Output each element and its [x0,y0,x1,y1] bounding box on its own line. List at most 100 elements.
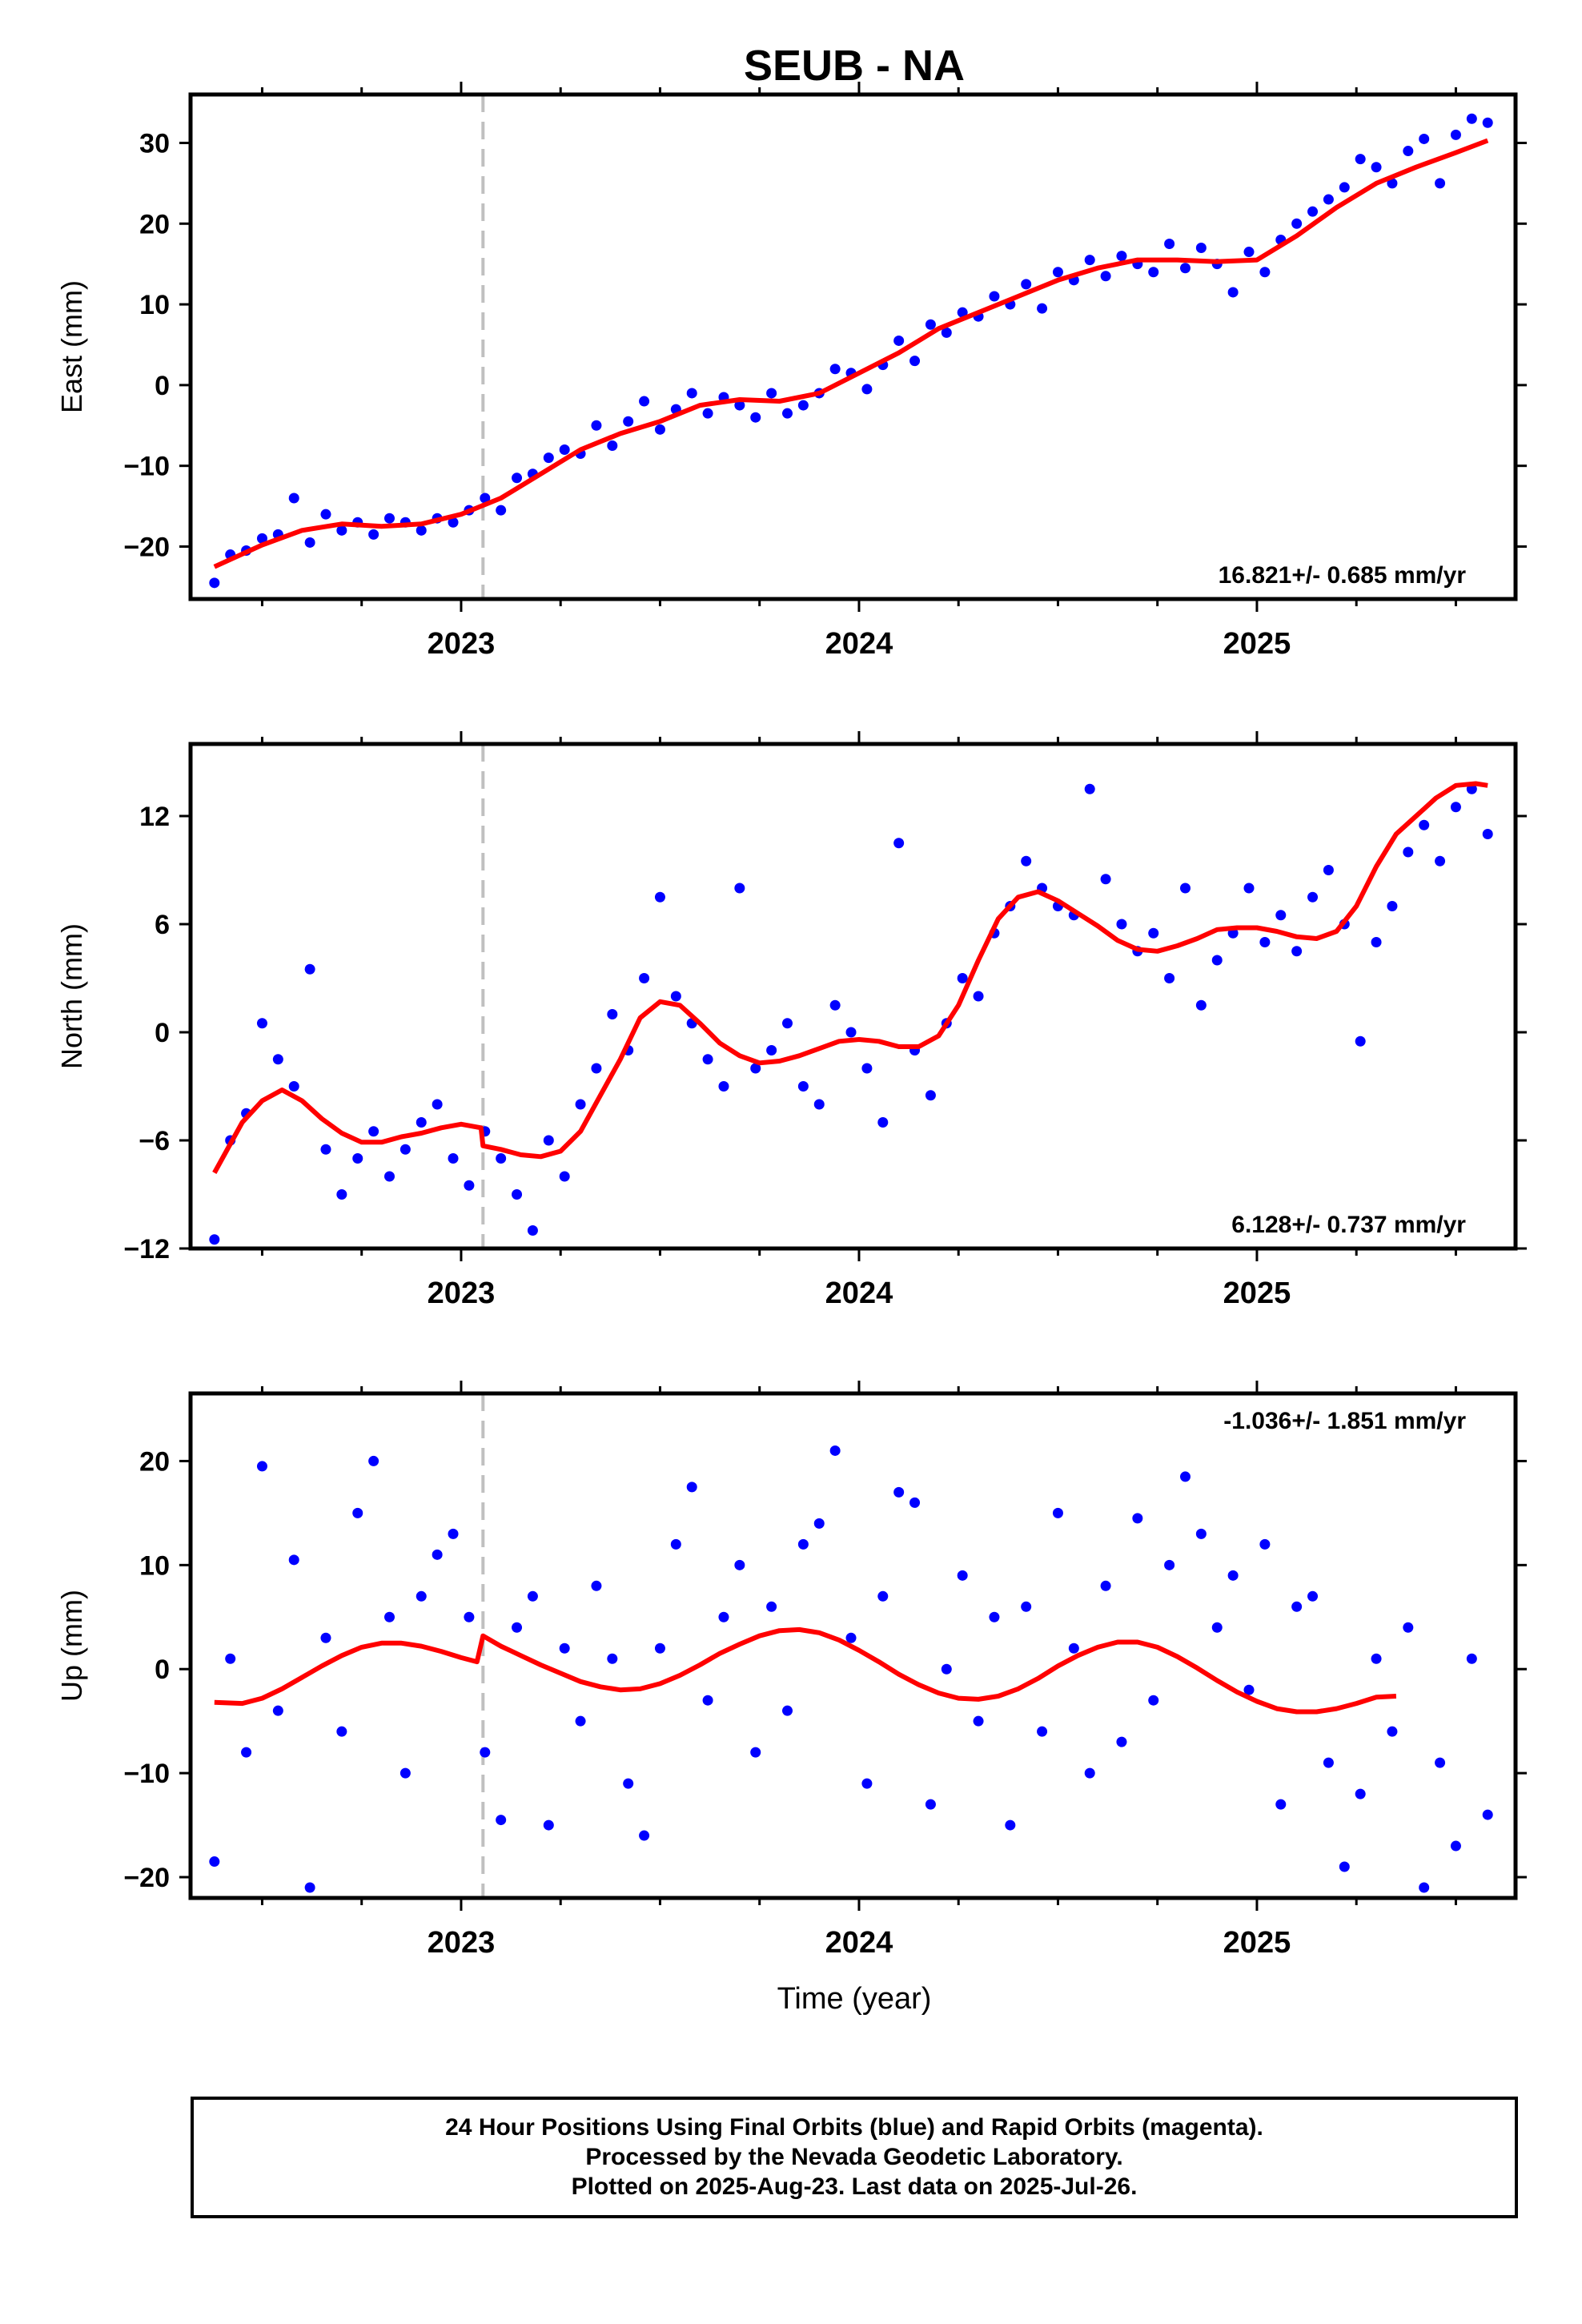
data-point [336,1189,347,1200]
y-axis-label: North (mm) [55,923,88,1069]
data-point [797,1538,809,1550]
data-point [320,1632,331,1643]
data-point [813,1099,825,1110]
data-point [1132,1513,1143,1524]
data-point [1323,194,1334,205]
data-point [304,537,315,548]
data-points-up [209,1445,1493,1893]
data-point [989,1611,1000,1622]
data-point [336,1726,347,1737]
x-axis-label: Time (year) [777,1982,932,2016]
data-point [781,408,793,419]
data-point [591,420,602,431]
y-tick-label: −10 [123,1759,170,1789]
data-point [1355,154,1366,165]
data-point [1387,178,1398,189]
data-point [766,388,777,399]
footer-line-3: Plotted on 2025-Aug-23. Last data on 202… [571,2173,1138,2200]
data-point [1307,891,1319,903]
data-point [575,1715,586,1727]
data-point [288,1081,299,1092]
data-point [750,1063,761,1074]
data-point [1195,999,1207,1011]
data-point [241,1747,252,1758]
y-axis-label: East (mm) [55,280,88,413]
data-point [1466,113,1477,124]
data-point [1435,855,1446,866]
data-point [512,1622,523,1633]
data-point [400,1144,411,1155]
y-tick-label: 10 [139,1550,170,1581]
rate-annotation: -1.036+/- 1.851 mm/yr [1223,1408,1466,1434]
data-point [1403,146,1414,157]
data-points-north [209,783,1493,1245]
footer-info-box: 24 Hour Positions Using Final Orbits (bl… [191,2097,1518,2218]
y-tick-label: 0 [155,1655,170,1685]
panel-north: −12 −6 0 6 12 2023 2024 2025 North (mm) 6.128+/- … [55,731,1527,1310]
data-point [877,1590,889,1602]
data-point [1259,267,1271,278]
data-point [543,452,554,464]
data-point [797,1081,809,1092]
data-point [432,1549,443,1560]
data-point [909,356,921,367]
data-point [496,505,507,516]
data-point [256,1018,267,1029]
data-point [734,883,745,894]
data-point [1323,1757,1334,1768]
data-point [256,533,267,544]
data-point [623,1778,634,1789]
data-point [1005,1819,1016,1831]
data-point [1371,937,1382,947]
data-point [527,1225,538,1236]
data-point [1100,271,1111,282]
data-point [829,1445,841,1456]
data-point [1259,937,1271,947]
data-point [1387,1726,1398,1737]
data-point [734,1559,745,1570]
data-point [432,1099,443,1110]
data-point [686,388,697,399]
data-point [512,1189,523,1200]
data-point [1355,1788,1366,1799]
y-tick-label: −10 [123,452,170,482]
data-point [1355,1035,1366,1047]
data-point [1339,182,1350,193]
x-tick-label: 2023 [428,1277,496,1310]
data-point [1419,1882,1430,1893]
data-point [1179,263,1191,274]
data-point [718,1611,729,1622]
data-point [1482,1809,1493,1820]
data-point [368,1126,379,1137]
chart-figure: SEUB - NA Time (year) −20 −10 0 10 20 30 2023 2… [55,42,1527,2016]
y-tick-label: 12 [139,802,170,832]
data-point [766,1601,777,1612]
footer-line-1: 24 Hour Positions Using Final Orbits (bl… [445,2114,1263,2141]
x-tick-label: 2023 [428,627,496,661]
data-point [559,444,570,456]
data-point [512,472,523,484]
plot-frame [188,742,1518,1251]
data-point [893,1486,905,1498]
y-tick-label: 20 [139,209,170,239]
model-fit-line [212,781,1488,1174]
data-point [1116,919,1127,930]
data-point [766,1045,777,1055]
data-point [925,1090,936,1101]
data-point [368,1455,379,1466]
data-point [781,1018,793,1029]
data-point [368,529,379,540]
data-point [288,1554,299,1566]
x-tick-label: 2023 [428,1926,496,1960]
y-tick-label: −20 [123,532,170,562]
data-point [225,1653,236,1664]
model-fit-line [213,138,1489,569]
data-point [1052,267,1063,278]
data-point [1371,1653,1382,1664]
data-point [527,1590,538,1602]
data-point [575,1099,586,1110]
y-tick-label: −6 [139,1126,170,1156]
data-point [591,1580,602,1591]
data-point [1450,1840,1461,1852]
data-point [1021,855,1032,866]
